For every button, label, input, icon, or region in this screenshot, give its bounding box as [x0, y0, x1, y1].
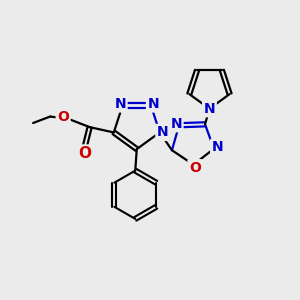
Text: N: N: [114, 97, 126, 111]
Text: N: N: [170, 117, 182, 131]
Text: N: N: [212, 140, 223, 154]
Text: N: N: [204, 102, 215, 116]
Text: N: N: [148, 97, 159, 111]
Text: O: O: [78, 146, 91, 161]
Text: O: O: [189, 161, 201, 175]
Text: N: N: [157, 125, 169, 140]
Text: O: O: [57, 110, 69, 124]
